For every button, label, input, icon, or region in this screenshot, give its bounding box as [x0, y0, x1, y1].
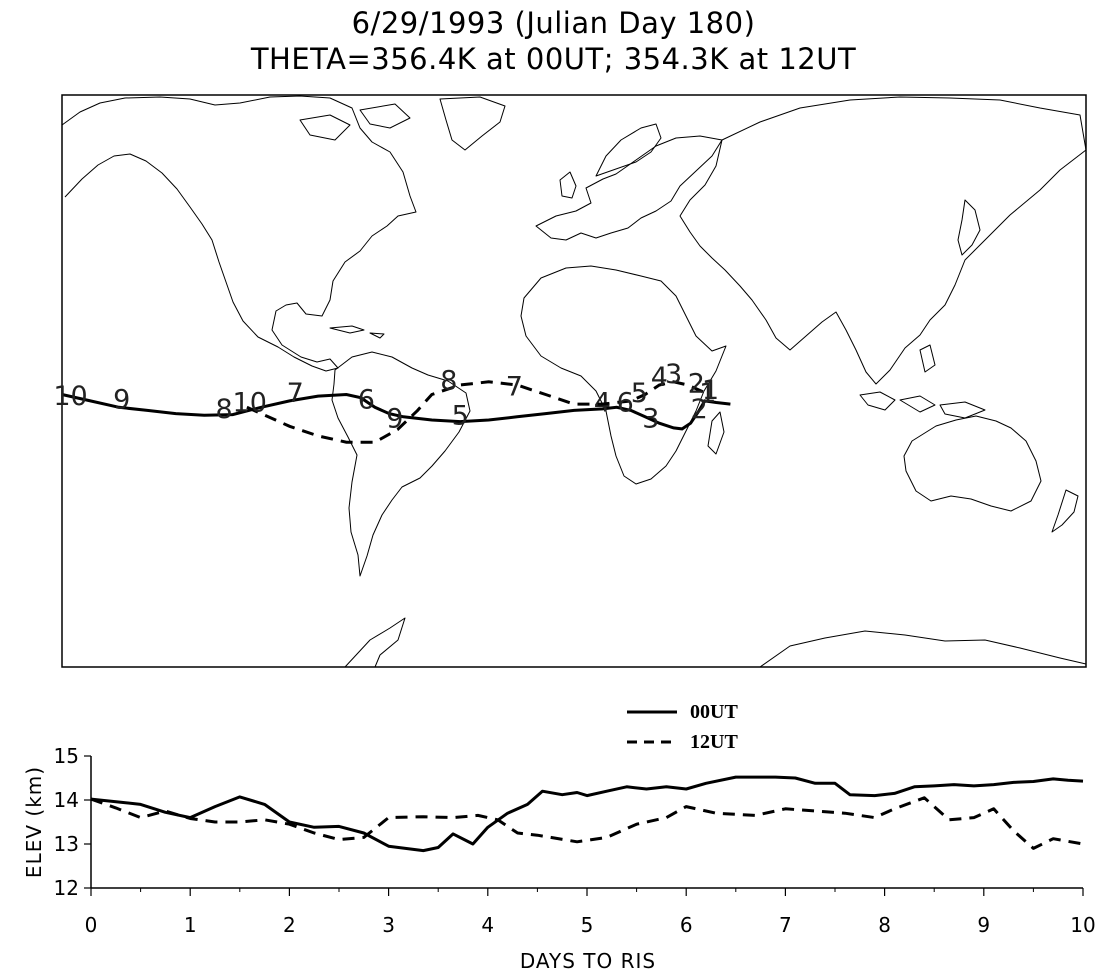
- day-marker-12ut: 7: [506, 372, 523, 403]
- day-marker-12ut: 4: [651, 362, 668, 393]
- coastline-greenland: [439, 96, 506, 151]
- x-tick-label: 5: [581, 913, 594, 937]
- chart-subtitle: THETA=356.4K at 00UT; 354.3K at 12UT: [250, 42, 857, 76]
- coastline-antarctica: [344, 617, 1087, 668]
- coastline-arctic-islands: [299, 103, 411, 141]
- day-marker-00ut: 5: [452, 400, 469, 431]
- coastlines: [61, 95, 1087, 668]
- coastline-indonesia: [859, 344, 986, 419]
- day-marker-12ut: 9: [386, 404, 403, 435]
- elevation-series-00ut: [90, 775, 1084, 853]
- legend-label-00ut: 00UT: [690, 701, 738, 723]
- chart-title: 6/29/1993 (Julian Day 180): [351, 6, 756, 40]
- y-tick-label: 14: [54, 788, 79, 812]
- map-frame: [61, 94, 1087, 668]
- legend-label-12ut: 12UT: [690, 731, 738, 753]
- trajectory-00ut: [61, 392, 731, 431]
- legend: 00UT 12UT: [627, 701, 738, 753]
- coastline-south-america: [331, 351, 471, 577]
- y-tick-label: 15: [54, 744, 79, 768]
- day-marker-00ut: 3: [642, 404, 659, 435]
- day-marker-12ut: 6: [617, 388, 634, 419]
- y-tick-label: 13: [54, 832, 79, 856]
- x-tick-label: 0: [85, 913, 98, 937]
- x-tick-label: 2: [283, 913, 296, 937]
- day-marker-00ut: 1: [699, 378, 716, 409]
- coastline-madagascar: [707, 411, 725, 455]
- day-marker-12ut: 3: [665, 359, 682, 390]
- coastline-europe: [535, 135, 723, 241]
- coastline-new-zealand: [1051, 489, 1079, 533]
- coastline-scandinavia: [595, 123, 662, 177]
- day-marker-12ut: 1: [702, 375, 719, 406]
- coastline-asia: [679, 96, 1087, 385]
- day-marker-00ut: 2: [691, 394, 708, 425]
- x-tick-label: 6: [680, 913, 693, 937]
- day-marker-12ut: 5: [631, 378, 648, 409]
- coastline-africa: [520, 265, 727, 485]
- x-tick-label: 1: [184, 913, 197, 937]
- day-marker-12ut: 8: [440, 365, 457, 396]
- trajectory-12ut: [246, 380, 712, 444]
- y-axis-label: ELEV (km): [22, 766, 46, 878]
- x-tick-label: 4: [481, 913, 494, 937]
- x-axis-label: DAYS TO RIS: [520, 949, 656, 973]
- coastline-australia: [903, 415, 1042, 512]
- coastline-caribbean: [329, 325, 385, 339]
- day-marker-00ut: 8: [216, 394, 233, 425]
- day-marker-00ut: 10: [53, 381, 87, 412]
- y-tick-label: 12: [54, 876, 79, 900]
- x-tick-label: 10: [1070, 913, 1095, 937]
- elevation-series-12ut: [90, 796, 1084, 850]
- day-marker-12ut: 2: [688, 369, 705, 400]
- day-marker-12ut: 10: [233, 388, 267, 419]
- day-marker-00ut: 7: [287, 378, 304, 409]
- day-marker-00ut: 6: [358, 384, 375, 415]
- x-tick-label: 7: [779, 913, 792, 937]
- coastline-japan: [957, 199, 981, 256]
- x-tick-label: 9: [977, 913, 990, 937]
- coastline-uk: [559, 171, 577, 199]
- x-tick-label: 3: [382, 913, 395, 937]
- coastline-north-america: [61, 95, 417, 372]
- day-marker-00ut: 9: [113, 384, 130, 415]
- elevation-lines: [90, 775, 1084, 853]
- x-tick-label: 8: [878, 913, 891, 937]
